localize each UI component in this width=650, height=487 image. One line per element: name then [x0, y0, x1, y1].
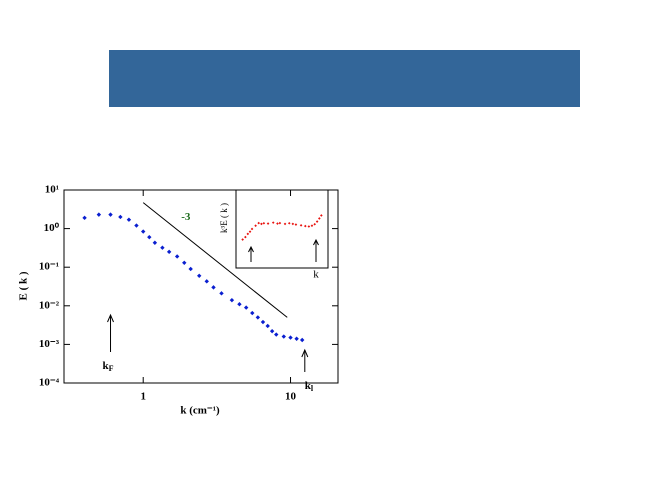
data-point	[294, 336, 299, 341]
data-point	[291, 222, 295, 226]
data-point	[310, 224, 314, 228]
data-point	[260, 319, 266, 325]
data-point	[241, 238, 244, 241]
plot-frame	[63, 189, 339, 384]
data-point	[160, 245, 165, 250]
data-point	[204, 279, 209, 284]
annotation-sub: F	[109, 364, 114, 373]
data-point	[260, 222, 263, 226]
annotation-text: k	[305, 380, 312, 392]
annotation-sub: l	[311, 384, 314, 393]
data-point	[96, 212, 102, 217]
data-point	[281, 334, 286, 339]
data-point	[229, 297, 235, 303]
data-point	[248, 230, 252, 233]
data-point	[278, 221, 282, 225]
data-point	[152, 240, 158, 245]
data-point	[287, 221, 291, 225]
annotation: kF	[103, 360, 114, 373]
reference-label: -3	[181, 211, 191, 223]
inset-arrow-head	[313, 238, 319, 246]
data-point	[182, 260, 187, 266]
y-tick-label: 10⁻¹	[39, 261, 59, 273]
data-point	[254, 224, 257, 228]
y-tick-label: 10¹	[45, 184, 59, 196]
data-point	[318, 217, 321, 220]
data-point	[141, 229, 146, 234]
data-point	[250, 227, 254, 231]
data-point	[237, 302, 242, 307]
data-point	[244, 235, 247, 239]
annotation-text: k	[103, 360, 110, 372]
data-point	[294, 223, 298, 226]
y-axis-label: E ( k )	[18, 271, 30, 300]
reference-line	[142, 202, 288, 318]
y-tick-label: 10⁻³	[39, 338, 60, 350]
y-tick-label: 10⁻²	[39, 299, 60, 311]
data-point	[166, 249, 172, 255]
data-point	[126, 217, 132, 222]
inset-frame	[235, 189, 329, 269]
data-point	[134, 223, 139, 228]
arrow-head	[107, 313, 114, 323]
data-point	[255, 315, 261, 320]
data-point	[174, 254, 180, 259]
inset-y-label: k³E ( k )	[219, 203, 229, 233]
data-point	[320, 214, 323, 217]
data-point	[283, 222, 287, 226]
x-axis-label: k (cm⁻¹)	[180, 405, 220, 417]
data-point	[197, 273, 202, 278]
data-point	[299, 337, 305, 343]
data-point	[243, 305, 249, 310]
y-tick-label: 10⁰	[44, 222, 60, 234]
data-point	[307, 225, 311, 228]
data-point	[288, 335, 293, 340]
data-point	[304, 224, 307, 228]
data-point	[274, 332, 279, 337]
data-point	[118, 214, 123, 220]
data-point	[315, 220, 319, 223]
data-point	[271, 221, 275, 224]
inset-x-label: k	[313, 269, 319, 281]
data-point	[265, 323, 270, 329]
data-point	[262, 221, 266, 225]
data-point	[188, 266, 193, 272]
data-point	[211, 285, 216, 290]
data-point	[266, 222, 270, 225]
data-point	[108, 212, 113, 217]
data-point	[147, 234, 152, 240]
x-tick-label: 1	[140, 391, 146, 403]
data-point	[269, 328, 275, 334]
annotation: kl	[305, 380, 314, 393]
arrow-head	[301, 348, 309, 358]
data-point	[313, 222, 316, 226]
y-tick-label: 10⁻⁴	[39, 377, 60, 389]
data-point	[257, 221, 260, 225]
data-point	[82, 215, 87, 221]
data-point	[219, 291, 224, 296]
data-point	[299, 224, 303, 227]
inset-arrow-head	[248, 245, 254, 253]
data-point	[250, 310, 255, 316]
data-point	[276, 222, 279, 225]
x-tick-label: 10	[285, 391, 297, 403]
data-point	[246, 232, 250, 236]
title-banner	[109, 50, 580, 107]
